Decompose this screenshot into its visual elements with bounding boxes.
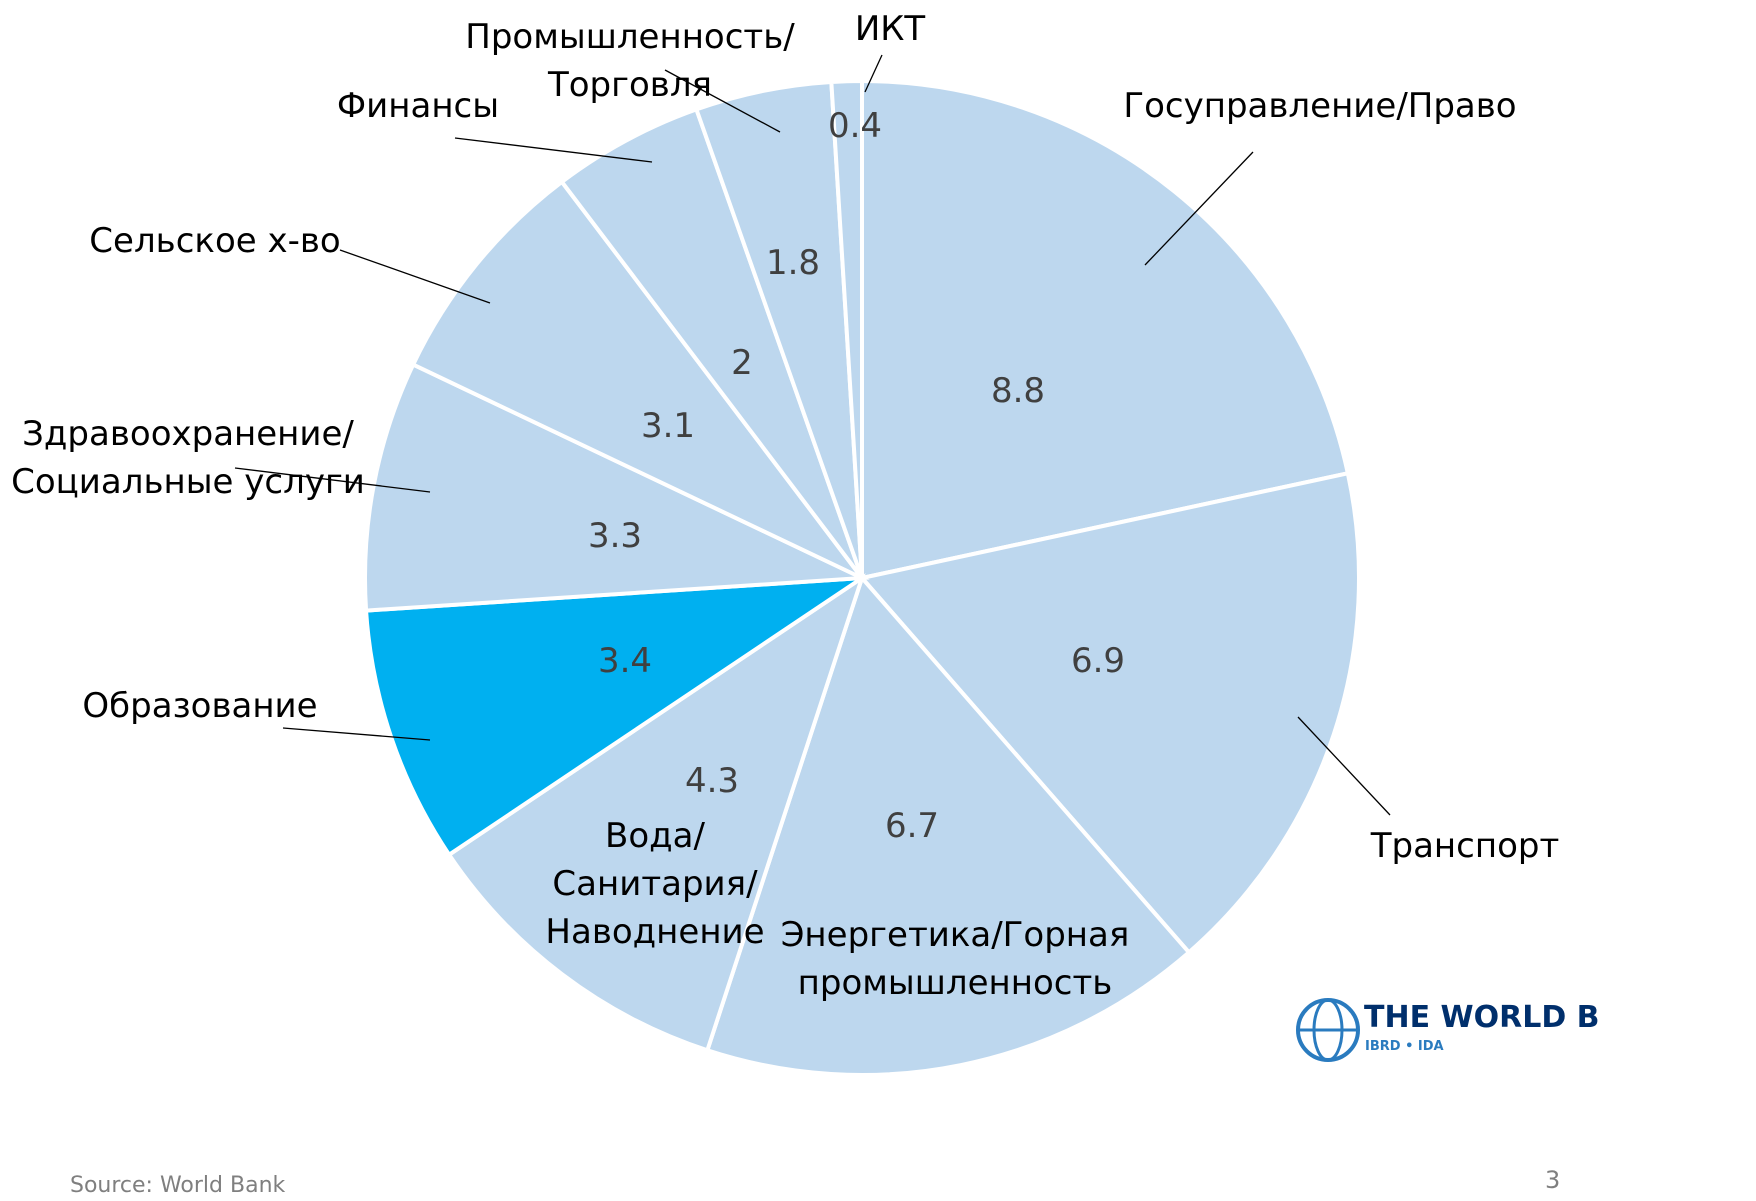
logo-text: THE WORLD B	[1364, 1000, 1600, 1035]
pie-slice	[363, 575, 870, 858]
value-label: 6.9	[1071, 641, 1125, 681]
category-label-line: Вода/	[605, 816, 705, 856]
leader-line	[282, 727, 431, 741]
pie-slice	[559, 106, 864, 580]
category-label-line: Транспорт	[1370, 826, 1560, 866]
category-label-line: Социальные услуги	[11, 462, 365, 502]
category-label-line: Энергетика/Горная	[781, 915, 1130, 955]
leader-line	[664, 69, 781, 133]
leader-line	[1297, 716, 1391, 816]
logo-subtext: IBRD • IDA	[1365, 1039, 1444, 1054]
category-label: Здравоохранение/Социальные услуги	[11, 414, 365, 502]
category-label-line: Образование	[82, 686, 317, 726]
category-label: Финансы	[337, 86, 499, 126]
value-label: 8.8	[991, 371, 1045, 411]
category-label-line: Сельское х-во	[89, 221, 340, 261]
leader-line	[339, 249, 491, 304]
leader-line	[454, 137, 653, 163]
category-label-line: ИКТ	[855, 9, 926, 49]
value-label: 6.7	[885, 806, 939, 846]
pie-slice	[829, 78, 864, 579]
category-label: Образование	[82, 686, 317, 726]
category-label-line: Промышленность/	[465, 17, 795, 57]
leader-line	[1144, 151, 1254, 266]
category-label: Энергетика/Горная промышленность	[781, 915, 1130, 1003]
category-label: Госуправление/Право	[1123, 86, 1516, 126]
category-label-line: Торговля	[547, 65, 712, 105]
pie-slice	[858, 470, 1361, 956]
source: Source: World Bank	[70, 1173, 286, 1198]
leader-line	[234, 467, 431, 493]
value-label: 3.4	[598, 641, 652, 681]
category-label: Промышленность/Торговля	[465, 17, 795, 105]
value-label: 1.8	[766, 243, 820, 283]
category-label: Сельское х-во	[89, 221, 340, 261]
logo: THE WORLD B IBRD • IDA	[1296, 998, 1600, 1062]
pie-slice	[410, 179, 864, 580]
pie-slice	[860, 78, 1351, 581]
category-label-line: Наводнение	[545, 912, 764, 952]
category-label-line: Здравоохранение/	[22, 414, 354, 454]
pie-slice	[704, 574, 1192, 1077]
leader-line	[864, 54, 883, 93]
value-label: 3.3	[588, 516, 642, 556]
category-label-line: Госуправление/Право	[1123, 86, 1516, 126]
pie-slice	[446, 573, 866, 1053]
category-label: Транспорт	[1370, 826, 1560, 866]
category-label-line: Санитария/	[552, 864, 758, 904]
value-label: 2	[731, 343, 753, 383]
page-number: 3	[1545, 1166, 1560, 1194]
category-label-line: промышленность	[798, 963, 1113, 1003]
value-label: 4.3	[685, 761, 739, 801]
value-label: 3.1	[641, 406, 695, 446]
category-label-line: Финансы	[337, 86, 499, 126]
value-label: 0.4	[828, 106, 882, 146]
category-label: ИКТ	[855, 9, 926, 49]
category-label: Вода/Санитария/Наводнение	[545, 816, 764, 952]
